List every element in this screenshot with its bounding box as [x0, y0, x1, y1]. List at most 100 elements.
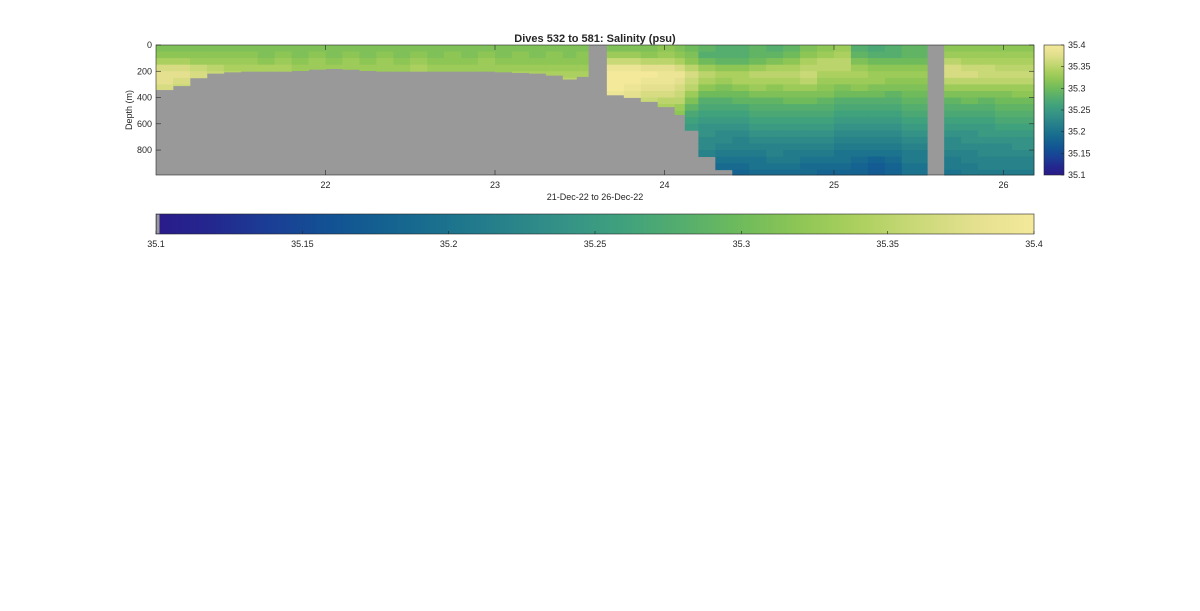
heatmap-cell: [944, 71, 962, 79]
heatmap-cell: [715, 136, 733, 144]
heatmap-cell: [833, 71, 852, 79]
heatmap-cell: [867, 90, 886, 98]
heatmap-cell: [850, 150, 869, 158]
heatmap-cell: [393, 64, 411, 72]
heatmap-cell: [944, 58, 962, 66]
heatmap-cell: [1011, 58, 1035, 66]
heatmap-cell: [901, 136, 928, 144]
heatmap-cell: [376, 45, 394, 52]
heatmap-cell: [850, 45, 869, 52]
heatmap-cell: [833, 143, 852, 151]
heatmap-cell: [833, 77, 852, 85]
heatmap-cell: [766, 58, 784, 66]
heatmap-cell: [817, 123, 835, 131]
heatmap-cell: [291, 51, 309, 59]
heatmap-cell: [850, 117, 869, 125]
heatmap-cell: [884, 130, 903, 138]
heatmap-cell: [978, 163, 996, 171]
heatmap-cell: [606, 45, 625, 52]
heatmap-cell: [674, 64, 686, 72]
heatmap-cell: [156, 84, 174, 91]
vertical-colorbar-tick-label: 35.4: [1068, 40, 1086, 50]
heatmap-cell: [850, 130, 869, 138]
x-tick-label: 25: [829, 180, 839, 190]
heatmap-cell: [478, 58, 496, 66]
heatmap-cell: [867, 71, 886, 79]
heatmap-cell: [206, 71, 225, 74]
heatmap-cell: [884, 84, 903, 92]
heatmap-cell: [800, 45, 818, 52]
heatmap-cell: [800, 150, 818, 158]
heatmap-cell: [291, 58, 309, 66]
heatmap-cell: [766, 77, 784, 85]
heatmap-cell: [698, 64, 716, 72]
heatmap-cell: [884, 143, 903, 151]
heatmap-cell: [833, 150, 852, 158]
heatmap-cell: [817, 143, 835, 151]
heatmap-cell: [783, 143, 801, 151]
heatmap-cell: [172, 51, 191, 59]
heatmap-cell: [867, 123, 886, 131]
heatmap-cell: [978, 64, 996, 72]
heatmap-cell: [995, 156, 1013, 164]
heatmap-cell: [961, 104, 979, 112]
heatmap-cell: [674, 77, 686, 85]
heatmap-cell: [749, 150, 767, 158]
heatmap-cell: [978, 117, 996, 125]
heatmap-cell: [189, 71, 208, 79]
heatmap-cell: [684, 45, 699, 52]
heatmap-cell: [172, 77, 191, 85]
heatmap-cell: [978, 143, 996, 151]
heatmap-cell: [715, 110, 733, 118]
heatmap-cell: [901, 123, 928, 131]
heatmap-cell: [766, 110, 784, 118]
heatmap-cell: [325, 58, 343, 66]
heatmap-cell: [657, 77, 676, 85]
heatmap-cell: [545, 51, 564, 59]
heatmap-cell: [961, 51, 979, 59]
heatmap-cell: [1011, 169, 1035, 176]
heatmap-cell: [461, 58, 479, 66]
heatmap-cell: [850, 143, 869, 151]
heatmap-cell: [1011, 117, 1035, 125]
heatmap-cell: [884, 117, 903, 125]
heatmap-cell: [495, 51, 513, 59]
heatmap-cell: [657, 58, 676, 66]
heatmap-cell: [657, 71, 676, 79]
heatmap-cell: [732, 97, 750, 105]
heatmap-cell: [342, 45, 360, 52]
heatmap-cell: [206, 64, 225, 72]
heatmap-cell: [715, 156, 733, 164]
heatmap-cell: [884, 169, 903, 176]
heatmap-cell: [833, 169, 852, 176]
heatmap-cell: [715, 163, 733, 171]
heatmap-cell: [698, 45, 716, 52]
heatmap-cell: [817, 77, 835, 85]
heatmap-cell: [684, 97, 699, 105]
heatmap-cell: [800, 117, 818, 125]
heatmap-cell: [732, 71, 750, 79]
heatmap-cell: [961, 143, 979, 151]
heatmap-cell: [623, 45, 642, 52]
heatmap-cell: [715, 64, 733, 72]
heatmap-cell: [206, 45, 225, 52]
heatmap-cell: [867, 77, 886, 85]
heatmap-cell: [606, 77, 625, 85]
heatmap-cell: [528, 51, 547, 59]
heatmap-cell: [833, 64, 852, 72]
heatmap-cell: [944, 156, 962, 164]
heatmap-cell: [749, 169, 767, 176]
heatmap-cell: [1011, 143, 1035, 151]
heatmap-cell: [944, 143, 962, 151]
heatmap-cell: [995, 117, 1013, 125]
heatmap-cell: [732, 84, 750, 92]
heatmap-cell: [944, 136, 962, 144]
heatmap-cell: [623, 64, 642, 72]
heatmap-cell: [1011, 45, 1035, 52]
heatmap-cell: [684, 84, 699, 92]
heatmap-cell: [376, 51, 394, 59]
heatmap-cell: [961, 110, 979, 118]
heatmap-cell: [461, 51, 479, 59]
vertical-colorbar-tick-label: 35.25: [1068, 105, 1091, 115]
heatmap-cell: [1011, 110, 1035, 118]
